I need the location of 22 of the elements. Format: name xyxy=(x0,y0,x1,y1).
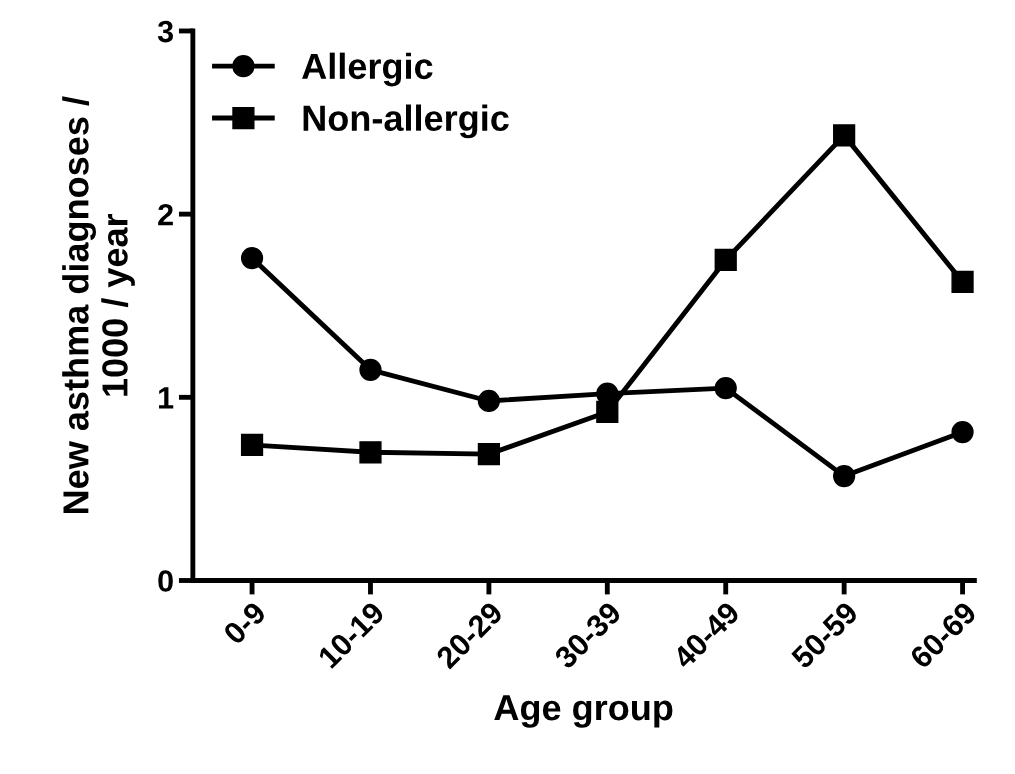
x-tick-label: 0-9 xyxy=(222,600,268,646)
y-tick-label: 2 xyxy=(158,203,173,226)
y-tick-label: 1 xyxy=(159,387,174,409)
y-tick-label: 3 xyxy=(157,20,173,43)
point xyxy=(359,441,382,464)
point xyxy=(833,464,856,488)
point xyxy=(951,421,974,444)
point xyxy=(714,377,737,400)
point xyxy=(951,270,974,294)
legend-label: Non-allergic xyxy=(303,104,509,139)
point xyxy=(477,442,501,466)
legend-label: Allergic xyxy=(302,52,433,87)
point xyxy=(477,389,501,413)
point xyxy=(833,124,856,147)
y-tick-label: 0 xyxy=(158,570,173,592)
point xyxy=(714,248,737,272)
x-axis-title: Age group xyxy=(494,695,673,728)
point xyxy=(240,246,264,270)
point xyxy=(596,400,619,424)
y-axis-title: New asthma diagnoses / 1000 / year xyxy=(62,96,135,514)
point xyxy=(240,433,264,457)
point xyxy=(359,358,382,381)
